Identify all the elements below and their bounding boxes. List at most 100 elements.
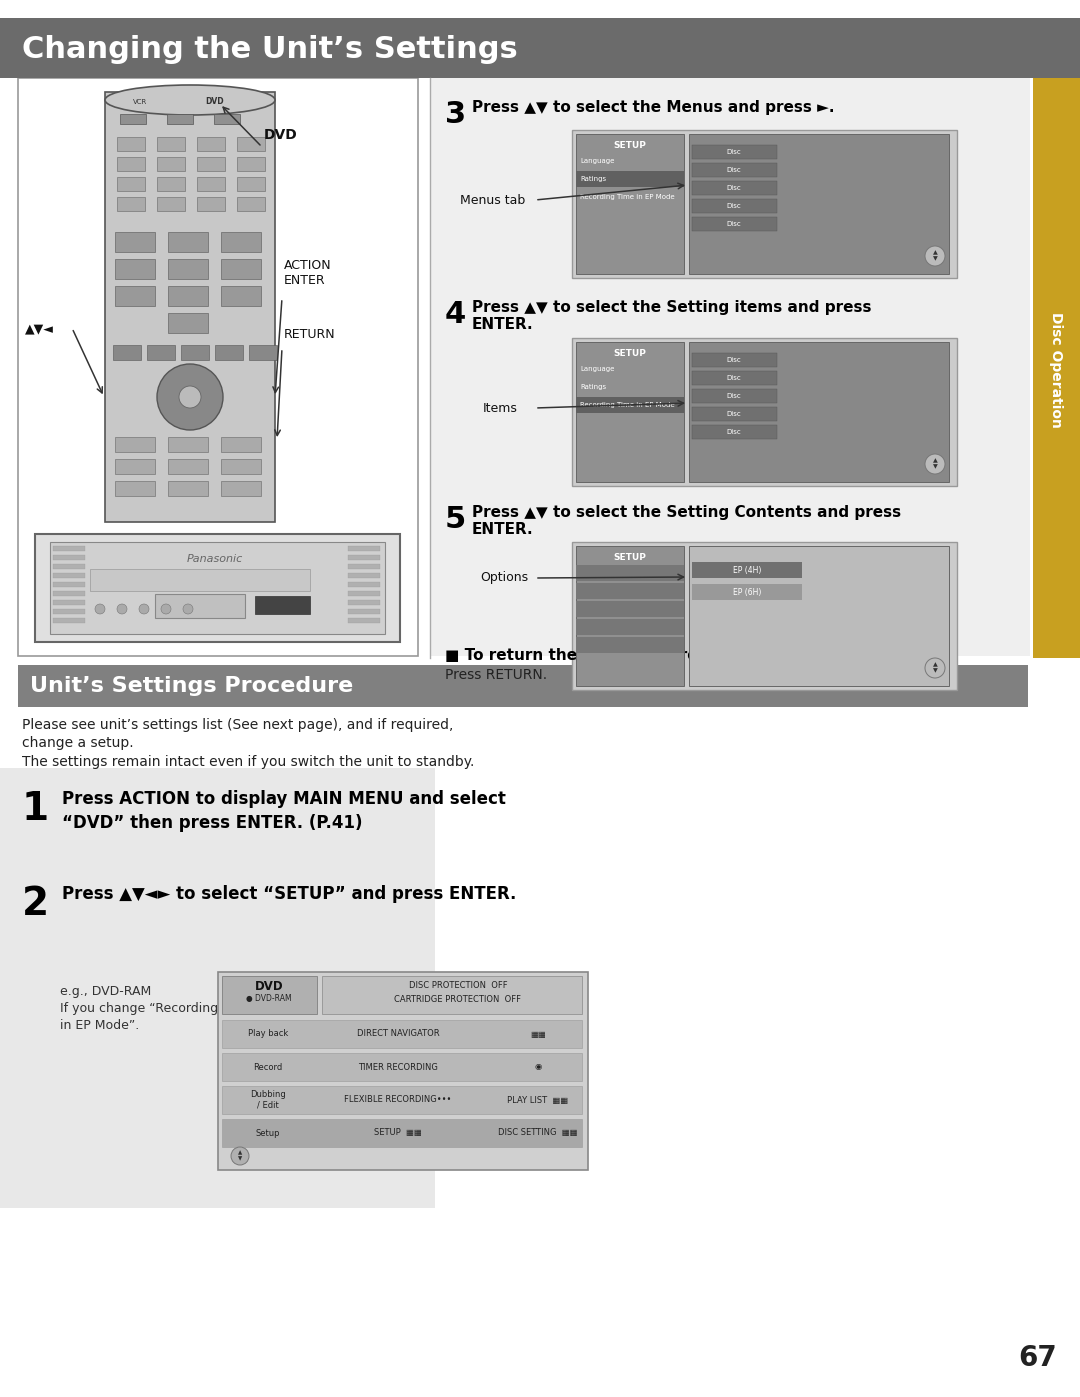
Text: 4: 4 xyxy=(445,300,467,330)
Text: ▲
▼: ▲ ▼ xyxy=(238,1151,242,1161)
Text: Ratings: Ratings xyxy=(580,176,606,182)
Bar xyxy=(249,345,276,360)
Bar xyxy=(181,345,210,360)
Bar xyxy=(221,232,261,251)
Text: Play back: Play back xyxy=(248,1030,288,1038)
Bar xyxy=(576,601,684,617)
Bar xyxy=(215,345,243,360)
Bar xyxy=(348,573,380,578)
Bar xyxy=(692,372,777,386)
Bar xyxy=(576,564,684,581)
Bar xyxy=(1032,78,1080,658)
Bar xyxy=(572,338,957,486)
Text: EP (4H): EP (4H) xyxy=(733,566,761,574)
Bar xyxy=(576,583,684,599)
Bar xyxy=(221,286,261,306)
Bar xyxy=(222,977,318,1014)
Text: ● DVD-RAM: ● DVD-RAM xyxy=(246,993,292,1003)
Text: ▦▦: ▦▦ xyxy=(530,1030,545,1038)
Bar xyxy=(18,665,1028,707)
Bar xyxy=(348,617,380,623)
Bar xyxy=(348,591,380,597)
Circle shape xyxy=(161,604,171,615)
Bar xyxy=(576,134,684,274)
Bar xyxy=(168,313,208,332)
Bar xyxy=(689,546,949,686)
Bar xyxy=(689,342,949,482)
Bar xyxy=(576,397,684,414)
Circle shape xyxy=(157,365,222,430)
Bar xyxy=(197,177,225,191)
Bar xyxy=(572,130,957,278)
Bar xyxy=(117,197,145,211)
Text: EP (6H): EP (6H) xyxy=(733,588,761,597)
Bar xyxy=(237,137,265,151)
Bar xyxy=(576,170,684,187)
Bar xyxy=(35,534,400,643)
Circle shape xyxy=(924,246,945,265)
Text: DVD: DVD xyxy=(205,98,225,106)
Bar xyxy=(53,546,85,550)
Bar xyxy=(53,573,85,578)
Bar xyxy=(113,345,141,360)
Bar xyxy=(147,345,175,360)
Text: Please see unit’s settings list (See next page), and if required,
change a setup: Please see unit’s settings list (See nex… xyxy=(22,718,474,768)
Bar xyxy=(222,1085,582,1113)
Bar xyxy=(348,599,380,605)
Text: Press ▲▼◄► to select “SETUP” and press ENTER.: Press ▲▼◄► to select “SETUP” and press E… xyxy=(62,886,516,902)
Text: Press ACTION to display MAIN MENU and select
“DVD” then press ENTER. (P.41): Press ACTION to display MAIN MENU and se… xyxy=(62,789,505,831)
Text: Language: Language xyxy=(580,366,615,372)
Bar xyxy=(689,134,949,274)
Bar xyxy=(157,197,185,211)
Bar xyxy=(348,583,380,587)
Bar xyxy=(120,115,146,124)
Bar xyxy=(348,546,380,550)
Bar xyxy=(197,197,225,211)
Circle shape xyxy=(95,604,105,615)
Text: Panasonic: Panasonic xyxy=(187,555,243,564)
Text: 5: 5 xyxy=(445,504,467,534)
Bar xyxy=(221,460,261,474)
Bar xyxy=(576,546,684,686)
Text: RETURN: RETURN xyxy=(284,328,336,341)
Text: ■ To return the previous screen: ■ To return the previous screen xyxy=(445,648,719,664)
Bar xyxy=(197,137,225,151)
Bar xyxy=(692,217,777,231)
Bar xyxy=(692,407,777,420)
Text: 67: 67 xyxy=(1018,1344,1057,1372)
Bar xyxy=(221,437,261,453)
Bar xyxy=(237,156,265,170)
Bar xyxy=(114,258,156,279)
Bar xyxy=(348,564,380,569)
Bar xyxy=(692,182,777,196)
Text: DVD: DVD xyxy=(264,129,298,142)
Text: Disc: Disc xyxy=(727,411,741,416)
Text: Disc: Disc xyxy=(727,149,741,155)
Bar xyxy=(114,232,156,251)
Text: Disc: Disc xyxy=(727,429,741,434)
Bar xyxy=(168,481,208,496)
Text: DISC SETTING  ▦▦: DISC SETTING ▦▦ xyxy=(498,1129,578,1137)
Bar xyxy=(105,92,275,522)
Text: Recording Time in EP Mode: Recording Time in EP Mode xyxy=(580,402,675,408)
Bar xyxy=(237,197,265,211)
Text: Setup: Setup xyxy=(256,1129,280,1137)
Bar xyxy=(53,555,85,560)
Text: SETUP: SETUP xyxy=(613,553,647,562)
Bar xyxy=(0,768,435,1208)
Circle shape xyxy=(924,454,945,474)
Bar xyxy=(692,145,777,159)
Bar xyxy=(692,163,777,177)
Text: PLAY LIST  ▦▦: PLAY LIST ▦▦ xyxy=(508,1095,568,1105)
Bar xyxy=(168,460,208,474)
Bar xyxy=(221,258,261,279)
Text: SETUP  ▦▦: SETUP ▦▦ xyxy=(374,1129,422,1137)
Text: Language: Language xyxy=(580,158,615,163)
Circle shape xyxy=(183,604,193,615)
Text: e.g., DVD-RAM
If you change “Recording Time
in EP Mode”.: e.g., DVD-RAM If you change “Recording T… xyxy=(60,985,253,1032)
Bar xyxy=(53,583,85,587)
Bar xyxy=(117,156,145,170)
Bar xyxy=(114,437,156,453)
Bar xyxy=(692,562,802,578)
Circle shape xyxy=(117,604,127,615)
